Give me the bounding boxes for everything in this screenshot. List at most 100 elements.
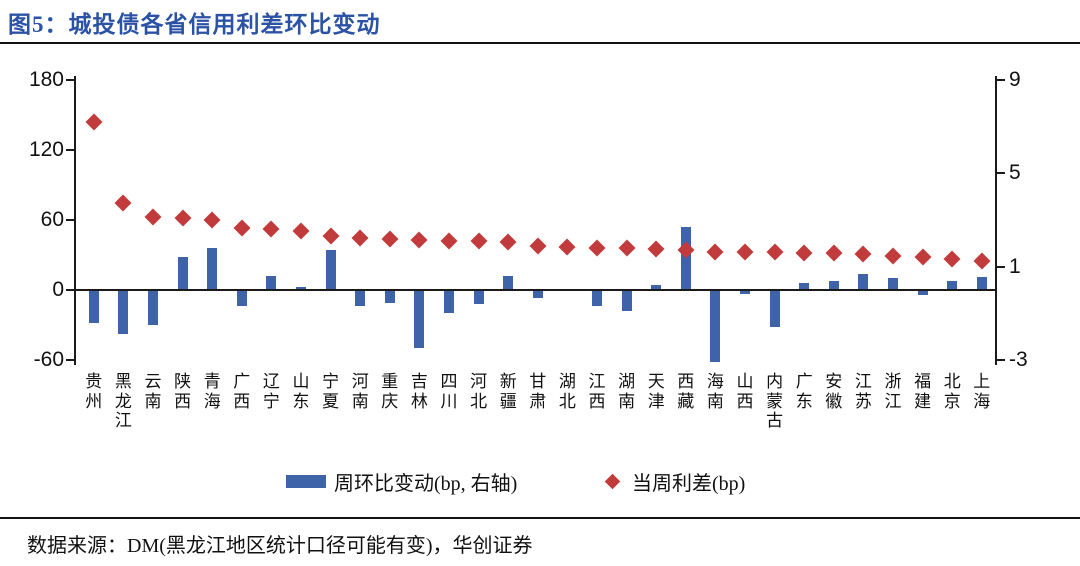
y-axis-left-tick xyxy=(66,359,74,361)
y-axis-right-tick xyxy=(997,265,1005,268)
bar-天津 xyxy=(651,285,662,290)
bar-重庆 xyxy=(384,290,395,303)
x-axis-label-河南: 河 南 xyxy=(351,372,369,411)
diamond-marker-青海 xyxy=(203,211,221,229)
diamond-marker-贵州 xyxy=(85,113,103,131)
y-axis-left-tick xyxy=(66,219,74,221)
y-axis-left-tick xyxy=(66,149,74,151)
diamond-marker-山东 xyxy=(292,222,310,239)
bar-贵州 xyxy=(88,290,99,323)
bar-河北 xyxy=(473,290,484,304)
x-axis-label-云南: 云 南 xyxy=(144,372,162,411)
bar-江西 xyxy=(592,290,602,307)
bar-广西 xyxy=(236,290,247,307)
bar-广东 xyxy=(799,283,810,290)
x-axis-label-广西: 广 西 xyxy=(233,372,251,411)
data-source-note: 数据来源：DM(黑龙江地区统计口径可能有变)，华创证券 xyxy=(27,535,533,557)
diamond-marker-四川 xyxy=(440,232,458,250)
diamond-marker-山西 xyxy=(736,243,754,260)
x-axis-label-安徽: 安 徽 xyxy=(825,372,843,411)
x-axis-label-甘肃: 甘 肃 xyxy=(529,372,547,411)
diamond-marker-新疆 xyxy=(499,233,517,251)
diamond-marker-湖南 xyxy=(618,239,636,257)
x-axis-label-山西: 山 西 xyxy=(736,372,754,411)
y-axis-left-tick-label: 120 xyxy=(28,138,64,161)
diamond-marker-内蒙古 xyxy=(766,243,784,260)
bar-青海 xyxy=(207,248,218,290)
bar-辽宁 xyxy=(266,276,277,290)
bar-海南 xyxy=(710,290,721,363)
x-axis-label-新疆: 新 疆 xyxy=(499,372,517,411)
x-axis-label-西藏: 西 藏 xyxy=(677,372,695,411)
diamond-marker-浙江 xyxy=(884,247,902,265)
x-axis-label-山东: 山 东 xyxy=(292,372,310,411)
x-axis-label-贵州: 贵 州 xyxy=(85,372,103,411)
y-axis-right-tick xyxy=(997,359,1005,361)
zero-baseline xyxy=(75,289,995,291)
bar-云南 xyxy=(148,290,158,325)
x-axis-label-北京: 北 京 xyxy=(943,372,961,411)
y-axis-right-tick-label: 5 xyxy=(1009,161,1021,185)
diamond-marker-云南 xyxy=(144,208,162,225)
y-axis-right-tick-label: -3 xyxy=(1009,348,1028,371)
x-axis-label-内蒙古: 内 蒙 古 xyxy=(766,372,784,430)
x-axis-label-黑龙江: 黑 龙 江 xyxy=(114,372,132,430)
diamond-marker-甘肃 xyxy=(529,237,547,255)
title-divider-line xyxy=(0,42,1080,44)
legend-item-diamond-series: 当周利差(bp) xyxy=(604,467,745,496)
y-axis-left-tick-label: -60 xyxy=(33,348,64,371)
diamond-marker-福建 xyxy=(914,248,932,266)
diamond-marker-河北 xyxy=(470,232,488,250)
diamond-series-swatch xyxy=(604,473,621,490)
bar-湖南 xyxy=(621,290,632,311)
figure-title: 图5：城投债各省信用利差环比变动 xyxy=(8,12,381,37)
y-axis-left-line xyxy=(74,76,76,365)
x-axis-label-青海: 青 海 xyxy=(203,372,221,411)
bar-浙江 xyxy=(888,278,898,290)
bar-山东 xyxy=(296,286,306,290)
x-axis-label-海南: 海 南 xyxy=(706,372,724,411)
bar-四川 xyxy=(444,290,454,314)
y-axis-left-tick-label: 180 xyxy=(28,68,64,91)
bar-安徽 xyxy=(828,280,839,290)
bar-福建 xyxy=(917,290,928,295)
bar-江苏 xyxy=(858,273,869,290)
x-axis-label-辽宁: 辽 宁 xyxy=(262,372,280,411)
x-axis-label-江苏: 江 苏 xyxy=(854,372,872,411)
diamond-marker-河南 xyxy=(351,229,369,246)
y-axis-left-tick xyxy=(66,79,74,81)
bar-吉林 xyxy=(414,290,425,349)
x-axis-label-宁夏: 宁 夏 xyxy=(322,372,340,411)
x-axis-label-陕西: 陕 西 xyxy=(174,372,192,411)
x-axis-label-四川: 四 川 xyxy=(440,372,458,411)
bar-新疆 xyxy=(503,276,514,290)
diamond-marker-宁夏 xyxy=(322,227,340,245)
bar-河南 xyxy=(355,290,366,307)
x-axis-label-湖北: 湖 北 xyxy=(558,372,576,411)
credit-spread-combo-chart: 180 120 60 0 -60 9 5 1 -3 贵 州黑 龙 江云 南陕 西青 海广 西辽 宁… xyxy=(28,68,1028,431)
diamond-marker-吉林 xyxy=(410,231,428,249)
diamond-marker-广西 xyxy=(233,219,251,237)
bar-甘肃 xyxy=(532,290,543,299)
diamond-marker-北京 xyxy=(943,250,961,267)
y-axis-right-tick-label: 9 xyxy=(1009,68,1021,91)
x-axis-label-广东: 广 东 xyxy=(795,372,813,411)
bar-宁夏 xyxy=(325,250,336,290)
x-axis-label-吉林: 吉 林 xyxy=(410,372,428,411)
bar-上海 xyxy=(976,277,987,290)
x-axis-label-河北: 河 北 xyxy=(470,372,488,411)
y-axis-left-tick-label: 60 xyxy=(40,208,64,231)
x-axis-label-重庆: 重 庆 xyxy=(381,372,399,411)
bar-北京 xyxy=(947,280,958,290)
diamond-marker-安徽 xyxy=(825,244,843,262)
y-axis-left-tick-label: 0 xyxy=(52,278,64,301)
bar-黑龙江 xyxy=(118,290,129,335)
diamond-marker-海南 xyxy=(706,243,724,260)
diamond-marker-上海 xyxy=(973,252,991,270)
x-axis-label-浙江: 浙 江 xyxy=(884,372,902,411)
diamond-marker-湖北 xyxy=(558,238,576,256)
diamond-marker-天津 xyxy=(647,240,665,258)
footer-divider-line xyxy=(0,517,1080,519)
diamond-marker-陕西 xyxy=(174,209,192,227)
